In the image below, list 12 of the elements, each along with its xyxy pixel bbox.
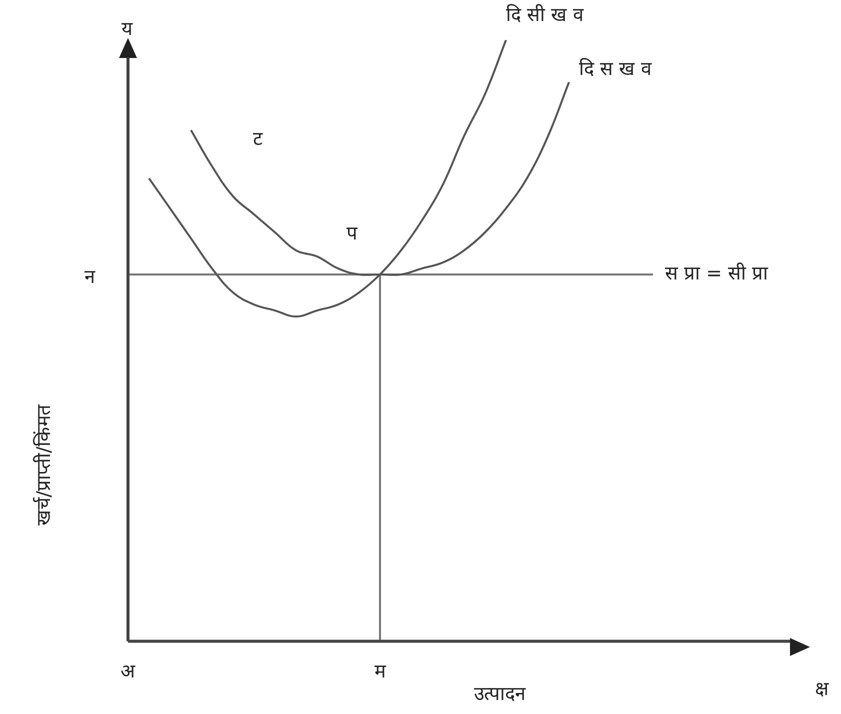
ref-line-label: स प्रा = सी प्रा [665, 261, 770, 284]
x-tick-label: अ [120, 660, 136, 683]
x-axis-title: उत्पादन [474, 682, 526, 705]
annotation: ट [253, 128, 263, 150]
y-axis-title: खर्च/प्राप्ती/किंमत [32, 404, 55, 526]
series-label: दि सी ख व [506, 2, 584, 26]
series-label: दि स ख व [579, 57, 652, 80]
text: य [122, 18, 134, 40]
text: न [84, 266, 96, 288]
annotation: प [346, 222, 358, 244]
x-tick-label: म [374, 660, 386, 683]
text: क्ष [815, 678, 829, 700]
